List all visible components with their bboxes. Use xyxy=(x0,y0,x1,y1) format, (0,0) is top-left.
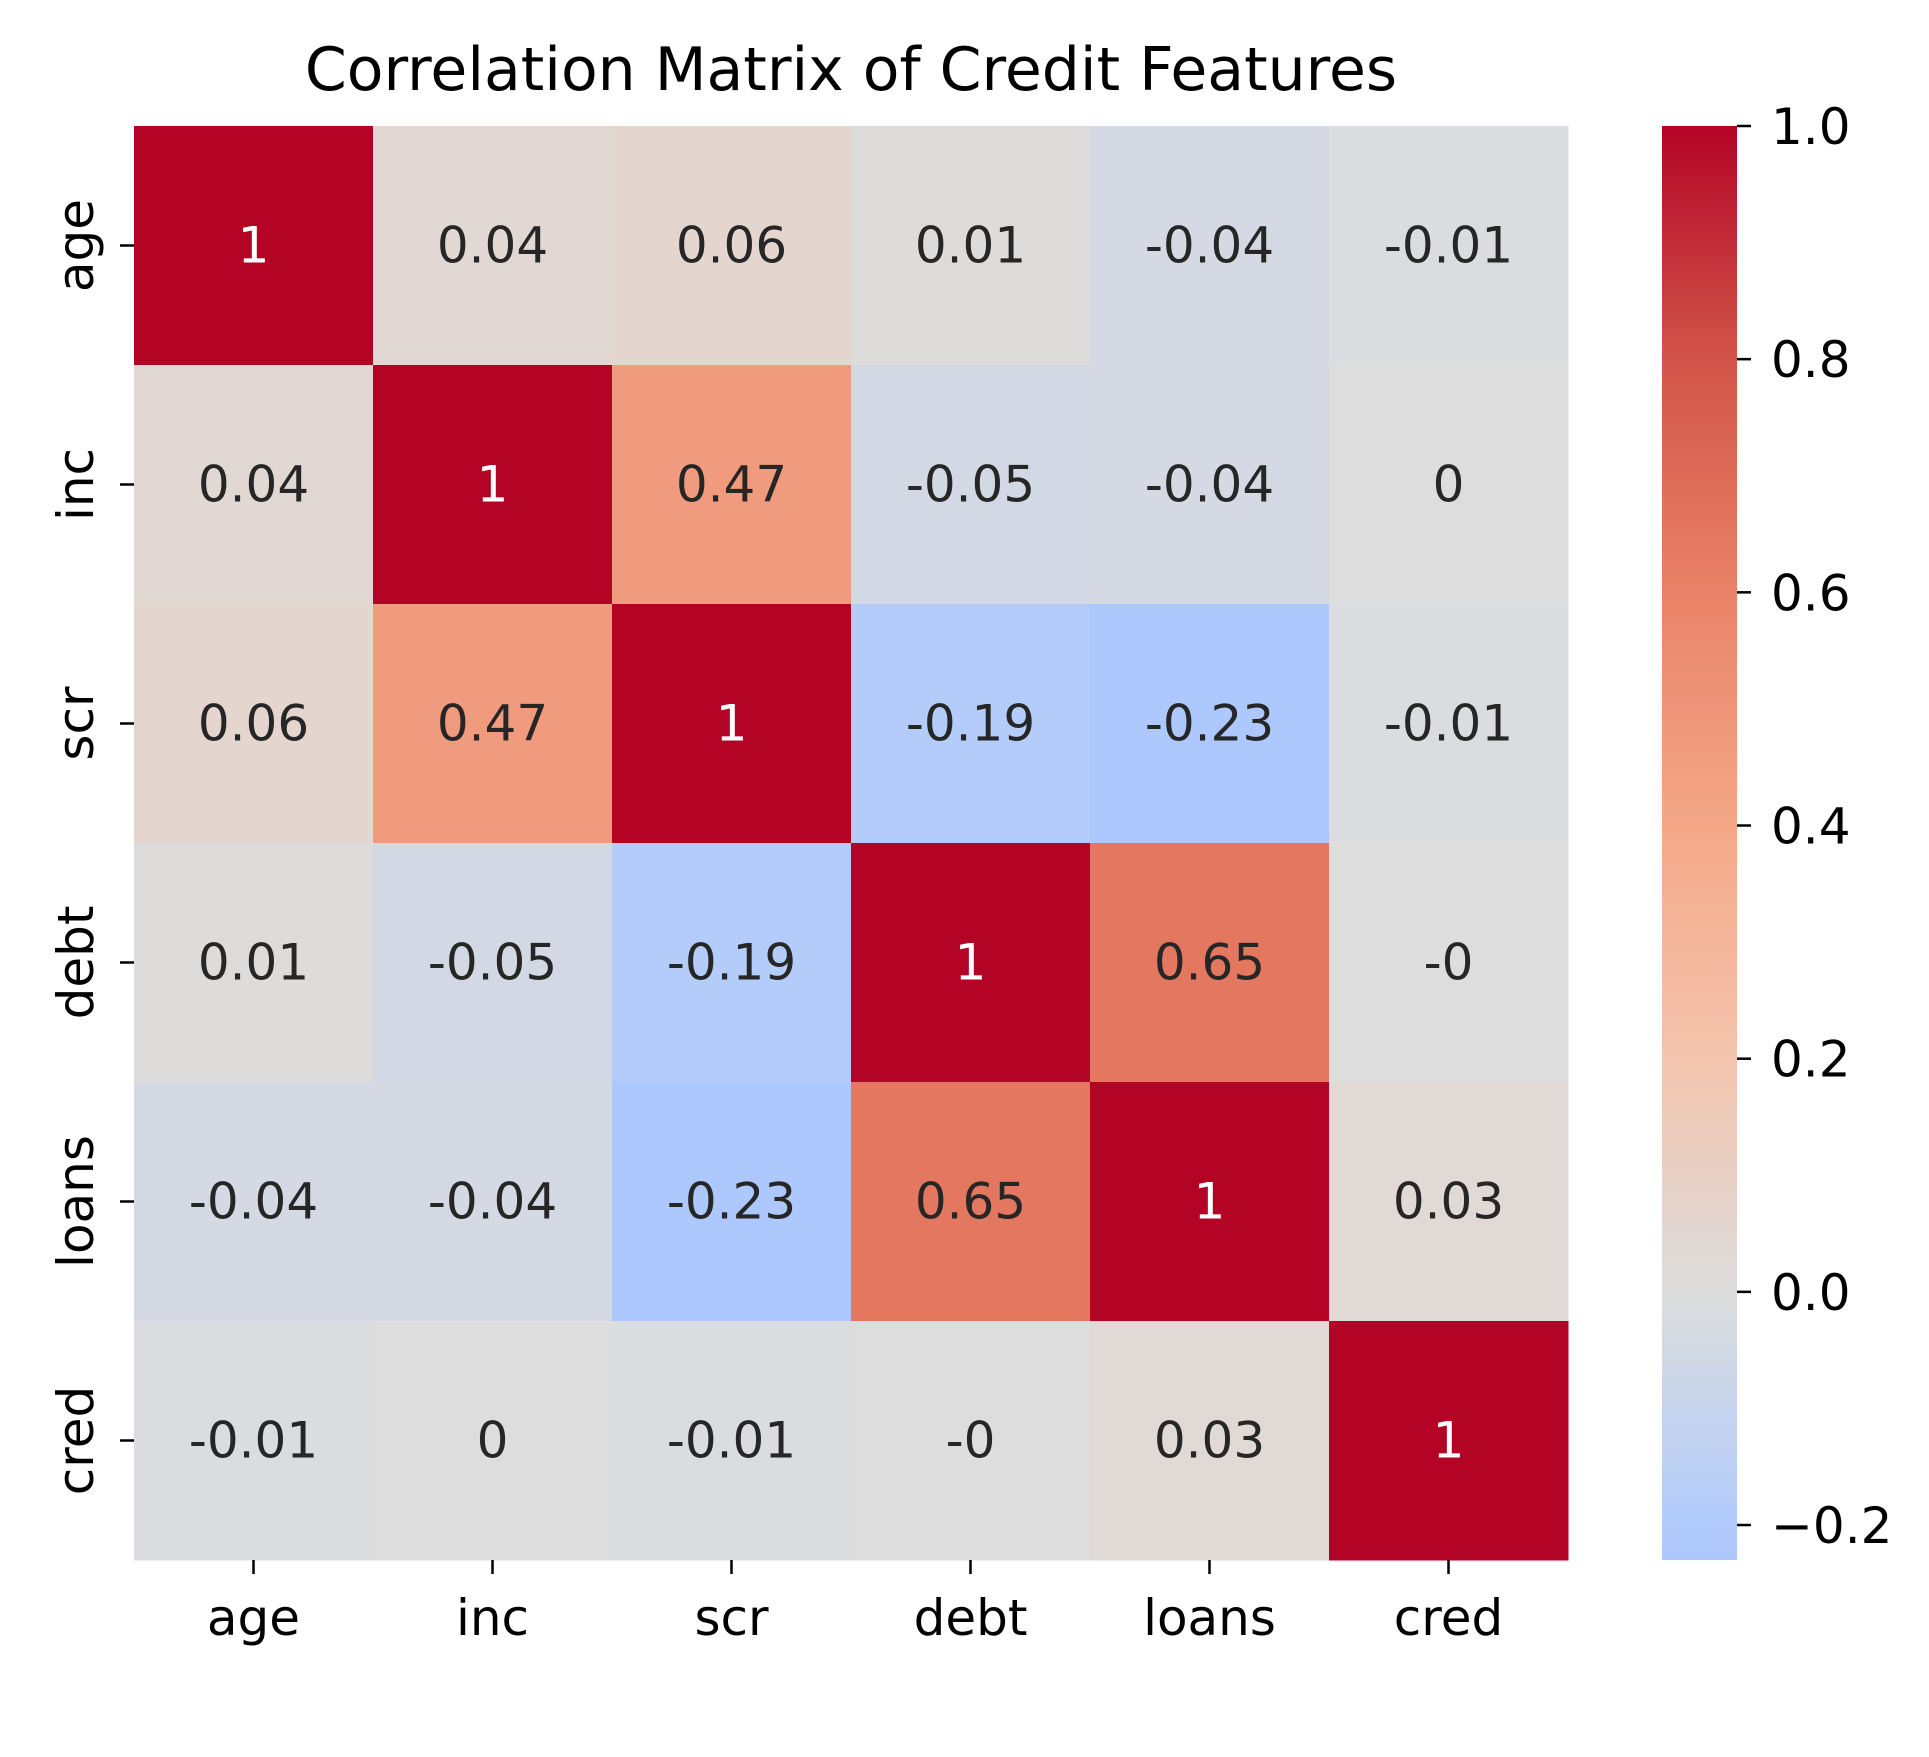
colorbar-tick-label: −0.2 xyxy=(1771,1497,1892,1555)
heatmap-cell-scr-debt xyxy=(851,604,1091,844)
y-tick-label-cred: cred xyxy=(47,1386,105,1495)
cell-annotation-loans-scr: -0.23 xyxy=(667,1173,796,1231)
cell-annotation-inc-age: 0.04 xyxy=(198,456,309,514)
heatmap-cell-scr-loans xyxy=(1090,604,1330,844)
colorbar-tick-label: 0.4 xyxy=(1771,798,1851,856)
cell-annotation-inc-debt: -0.05 xyxy=(906,456,1035,514)
heatmap-cell-inc-inc xyxy=(373,365,613,605)
cell-annotation-age-age: 1 xyxy=(238,217,270,275)
cell-annotations: 1 0.04 0.06 0.01 -0.04 -0.01 0.04 1 0.47 -0.05 -0.… xyxy=(189,217,1513,1470)
cell-annotation-debt-cred: -0 xyxy=(1424,934,1474,992)
heatmap-cell-debt-age xyxy=(134,843,374,1083)
heatmap-cell-cred-inc xyxy=(373,1321,613,1561)
heatmap-cell-age-debt xyxy=(851,126,1091,366)
cell-annotation-loans-age: -0.04 xyxy=(189,1173,318,1231)
colorbar-tick-label: 0.0 xyxy=(1771,1264,1851,1322)
heatmap-cell-scr-cred xyxy=(1329,604,1569,844)
cell-annotation-cred-scr: -0.01 xyxy=(667,1412,796,1470)
cell-annotation-inc-cred: 0 xyxy=(1433,456,1465,514)
heatmap-cell-loans-debt xyxy=(851,1082,1091,1322)
heatmap-cell-cred-cred xyxy=(1329,1321,1569,1561)
colorbar-tick-label: 0.6 xyxy=(1771,564,1851,622)
cell-annotation-loans-cred: 0.03 xyxy=(1393,1173,1504,1231)
cell-annotation-cred-loans: 0.03 xyxy=(1154,1412,1265,1470)
heatmap-cell-age-cred xyxy=(1329,126,1569,366)
cell-annotation-cred-age: -0.01 xyxy=(189,1412,318,1470)
heatmap-cell-inc-age xyxy=(134,365,374,605)
cell-annotation-cred-cred: 1 xyxy=(1433,1412,1465,1470)
y-tick-label-age: age xyxy=(47,199,105,292)
cell-annotation-scr-debt: -0.19 xyxy=(906,695,1035,753)
colorbar-tick-label: 0.8 xyxy=(1771,331,1851,389)
y-axis: age inc scr debt loans cred xyxy=(47,199,134,1495)
cell-annotation-cred-inc: 0 xyxy=(477,1412,509,1470)
heatmap-cell-age-age xyxy=(134,126,374,366)
heatmap-cell-cred-scr xyxy=(612,1321,852,1561)
cell-annotation-inc-inc: 1 xyxy=(477,456,509,514)
cell-annotation-scr-inc: 0.47 xyxy=(437,695,548,753)
x-tick-label-debt: debt xyxy=(914,1589,1028,1647)
cell-annotation-debt-loans: 0.65 xyxy=(1154,934,1265,992)
x-tick-label-loans: loans xyxy=(1143,1589,1276,1647)
heatmap-cell-debt-cred xyxy=(1329,843,1569,1083)
cell-annotation-loans-inc: -0.04 xyxy=(428,1173,557,1231)
cell-annotation-inc-loans: -0.04 xyxy=(1145,456,1274,514)
cell-annotation-debt-debt: 1 xyxy=(955,934,987,992)
heatmap-cell-inc-debt xyxy=(851,365,1091,605)
y-tick-label-scr: scr xyxy=(47,686,105,761)
heatmap-cell-age-loans xyxy=(1090,126,1330,366)
heatmap-cell-debt-debt xyxy=(851,843,1091,1083)
cell-annotation-debt-inc: -0.05 xyxy=(428,934,557,992)
cell-annotation-debt-age: 0.01 xyxy=(198,934,309,992)
cell-annotation-loans-loans: 1 xyxy=(1194,1173,1226,1231)
x-tick-label-age: age xyxy=(207,1589,300,1647)
heatmap-cell-inc-loans xyxy=(1090,365,1330,605)
cell-annotation-age-inc: 0.04 xyxy=(437,217,548,275)
cell-annotation-scr-cred: -0.01 xyxy=(1384,695,1513,753)
heatmap-cell-scr-age xyxy=(134,604,374,844)
x-tick-label-cred: cred xyxy=(1394,1589,1503,1647)
x-tick-label-scr: scr xyxy=(694,1589,769,1647)
heatmap-cell-scr-inc xyxy=(373,604,613,844)
cell-annotation-scr-age: 0.06 xyxy=(198,695,309,753)
colorbar-gradient xyxy=(1662,126,1737,1560)
x-axis: age inc scr debt loans cred xyxy=(207,1560,1503,1647)
y-tick-label-inc: inc xyxy=(47,448,105,521)
heatmap-cell-inc-cred xyxy=(1329,365,1569,605)
heatmap-cell-loans-inc xyxy=(373,1082,613,1322)
heatmap-cell-loans-scr xyxy=(612,1082,852,1322)
colorbar-tick-label: 0.2 xyxy=(1771,1031,1851,1089)
heatmap-cell-loans-loans xyxy=(1090,1082,1330,1322)
x-tick-label-inc: inc xyxy=(456,1589,529,1647)
cell-annotation-scr-loans: -0.23 xyxy=(1145,695,1274,753)
heatmap-cell-loans-age xyxy=(134,1082,374,1322)
cell-annotation-loans-debt: 0.65 xyxy=(915,1173,1026,1231)
cell-annotation-debt-scr: -0.19 xyxy=(667,934,796,992)
colorbar-tick-label: 1.0 xyxy=(1771,98,1851,156)
heatmap-cell-cred-loans xyxy=(1090,1321,1330,1561)
cell-annotation-inc-scr: 0.47 xyxy=(676,456,787,514)
heatmap-cell-age-scr xyxy=(612,126,852,366)
y-tick-label-loans: loans xyxy=(47,1135,105,1268)
cell-annotation-age-loans: -0.04 xyxy=(1145,217,1274,275)
heatmap-cell-inc-scr xyxy=(612,365,852,605)
cell-annotation-age-debt: 0.01 xyxy=(915,217,1026,275)
heatmap-cell-loans-cred xyxy=(1329,1082,1569,1322)
cell-annotation-age-cred: -0.01 xyxy=(1384,217,1513,275)
colorbar: −0.2 0.0 0.2 0.4 0.6 0.8 1.0 xyxy=(1662,98,1892,1560)
heatmap-cell-cred-age xyxy=(134,1321,374,1561)
cell-annotation-cred-debt: -0 xyxy=(946,1412,996,1470)
cell-annotation-scr-scr: 1 xyxy=(716,695,748,753)
heatmap-cell-age-inc xyxy=(373,126,613,366)
cell-annotation-age-scr: 0.06 xyxy=(676,217,787,275)
y-tick-label-debt: debt xyxy=(47,906,105,1020)
heatmap-cell-cred-debt xyxy=(851,1321,1091,1561)
heatmap-cell-debt-scr xyxy=(612,843,852,1083)
heatmap-cells xyxy=(134,126,1569,1561)
heatmap-cell-scr-scr xyxy=(612,604,852,844)
heatmap-cell-debt-inc xyxy=(373,843,613,1083)
heatmap-cell-debt-loans xyxy=(1090,843,1330,1083)
chart-title: Correlation Matrix of Credit Features xyxy=(305,35,1397,105)
